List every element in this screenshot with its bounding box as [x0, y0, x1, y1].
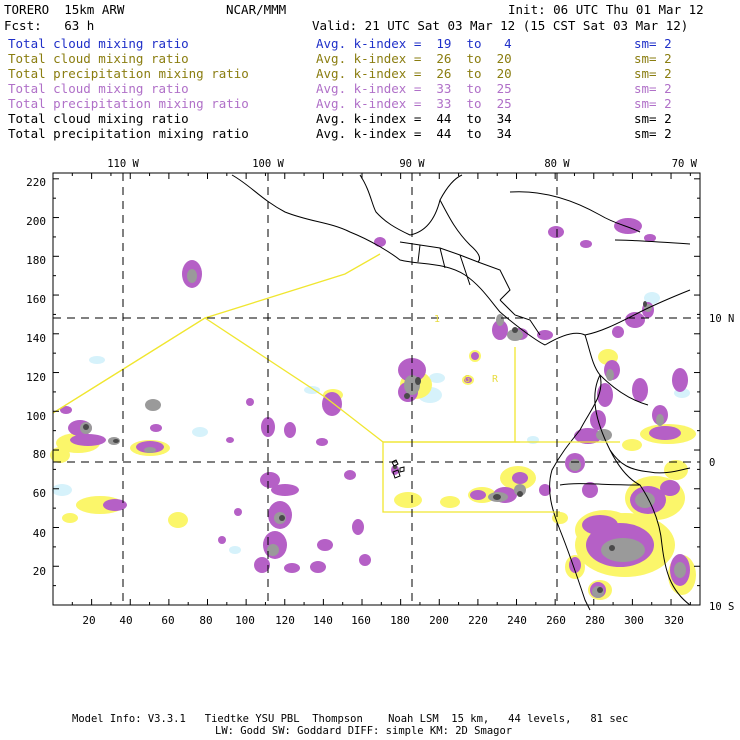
lat-label-10n: 10 N: [709, 313, 734, 325]
x-tick-220: 220: [468, 614, 488, 627]
legend-row-2-field: Total cloud mixing ratio: [8, 51, 189, 66]
x-tick-100: 100: [235, 614, 255, 627]
x-tick-60: 60: [161, 614, 174, 627]
legend-row-4-kindex: Avg. k-index = 33 to 25: [316, 81, 512, 96]
legend-row-6-sm: sm= 2: [634, 111, 672, 126]
legend-row-5-sm: sm= 2: [634, 96, 672, 111]
y-tick-40: 40: [33, 527, 46, 540]
legend-row-3-sm: sm= 2: [634, 66, 672, 81]
y-tick-120: 120: [26, 371, 46, 384]
legend-row-4-sm: sm= 2: [634, 81, 672, 96]
legend-row-2-sm: sm= 2: [634, 51, 672, 66]
lon-label-90w: 90 W: [399, 158, 425, 170]
domain-label-g: G: [464, 374, 470, 385]
y-tick-180: 180: [26, 254, 46, 267]
legend-row-7-kindex: Avg. k-index = 44 to 34: [316, 126, 512, 141]
init-time: Init: 06 UTC Thu 01 Mar 12: [508, 2, 704, 17]
forecast-hour: Fcst: 63 h: [4, 18, 95, 33]
legend-row-6-kindex: Avg. k-index = 44 to 34: [316, 111, 512, 126]
y-tick-60: 60: [33, 487, 46, 500]
lon-label-100w: 100 W: [252, 158, 284, 170]
legend-row-4-field: Total cloud mixing ratio: [8, 81, 189, 96]
latitude-labels: 10 N 0 10 S: [709, 313, 734, 613]
y-tick-220: 220: [26, 176, 46, 189]
x-tick-160: 160: [351, 614, 371, 627]
model-name: TORERO 15km ARW: [4, 2, 125, 17]
organization: NCAR/MMM: [226, 2, 287, 17]
coastlines: [231, 174, 691, 611]
legend-row-7-sm: sm= 2: [634, 126, 672, 141]
domain-label-r: R: [492, 374, 499, 385]
model-info-line-2: LW: Godd SW: Goddard DIFF: simple KM: 2D…: [215, 725, 513, 737]
field-shading: [50, 218, 696, 600]
axis-ticks: [52, 173, 700, 606]
x-tick-200: 200: [429, 614, 449, 627]
lon-label-110w: 110 W: [107, 158, 139, 170]
legend-row-5-kindex: Avg. k-index = 33 to 25: [316, 96, 512, 111]
legend-row-1-field: Total cloud mixing ratio: [8, 36, 189, 51]
x-tick-260: 260: [546, 614, 566, 627]
x-tick-20: 20: [82, 614, 95, 627]
x-tick-300: 300: [624, 614, 644, 627]
x-tick-240: 240: [507, 614, 527, 627]
x-tick-80: 80: [199, 614, 212, 627]
y-tick-20: 20: [33, 565, 46, 578]
legend-row-1-sm: sm= 2: [634, 36, 672, 51]
lon-label-70w: 70 W: [672, 158, 698, 170]
lat-label-0: 0: [709, 457, 715, 469]
domain-label-1: 1: [434, 314, 440, 325]
y-tick-200: 200: [26, 215, 46, 228]
y-tick-labels: 20 40 60 80 100 120 140 160 180 200 220: [26, 176, 46, 578]
y-tick-140: 140: [26, 332, 46, 345]
legend-row-6-field: Total cloud mixing ratio: [8, 111, 189, 126]
graticule: [53, 173, 700, 605]
map-frame: [52, 172, 701, 606]
legend-row-3-field: Total precipitation mixing ratio: [8, 66, 249, 81]
y-tick-160: 160: [26, 293, 46, 306]
model-info-line-1: Model Info: V3.3.1 Tiedtke YSU PBL Thomp…: [72, 713, 629, 725]
legend-row-1-kindex: Avg. k-index = 19 to 4: [316, 36, 512, 51]
lon-label-80w: 80 W: [544, 158, 570, 170]
x-tick-320: 320: [664, 614, 684, 627]
y-tick-100: 100: [26, 410, 46, 423]
valid-time: Valid: 21 UTC Sat 03 Mar 12 (15 CST Sat …: [312, 18, 689, 33]
x-tick-140: 140: [313, 614, 333, 627]
legend-row-2-kindex: Avg. k-index = 26 to 20: [316, 51, 512, 66]
x-tick-280: 280: [585, 614, 605, 627]
y-tick-80: 80: [33, 448, 46, 461]
lat-label-10s: 10 S: [709, 601, 734, 613]
x-tick-40: 40: [119, 614, 132, 627]
domain-outlines: [52, 253, 620, 513]
longitude-labels: 110 W 100 W 90 W 80 W 70 W: [107, 158, 697, 170]
legend-row-5-field: Total precipitation mixing ratio: [8, 96, 249, 111]
x-tick-labels: 20 40 60 80 100 120 140 160 180 200 220 …: [82, 614, 684, 627]
legend-row-7-field: Total precipitation mixing ratio: [8, 126, 249, 141]
x-tick-180: 180: [390, 614, 410, 627]
legend-row-3-kindex: Avg. k-index = 26 to 20: [316, 66, 512, 81]
x-tick-120: 120: [275, 614, 295, 627]
